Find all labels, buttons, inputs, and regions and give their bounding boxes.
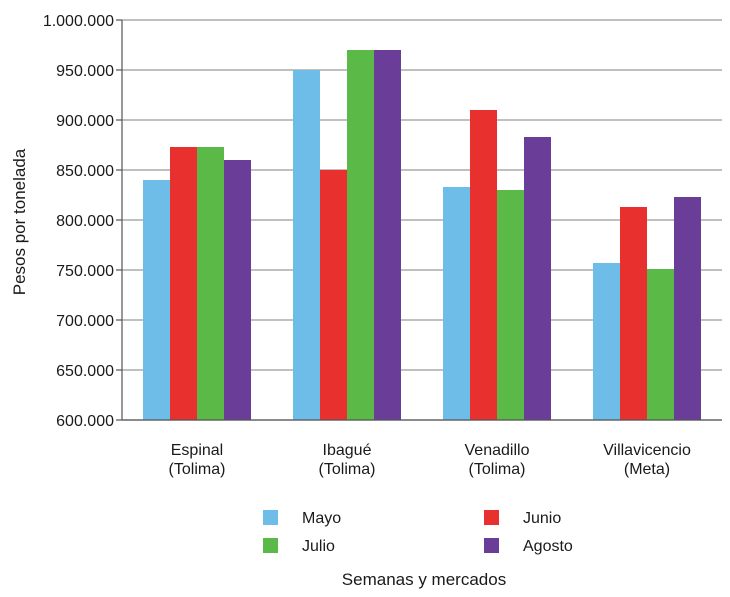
x-axis-ticks: Espinal (Tolima) Ibagué (Tolima) Venadillo (T… [169,442,691,478]
x-tick-label-sub: (Tolima) [169,461,226,478]
bar-junio-2 [320,170,347,420]
legend-swatch-mayo [263,510,278,525]
y-tick-label: 850.000 [56,163,114,180]
bars [143,50,701,420]
legend-swatch-agosto [484,538,499,553]
bar-mayo-1 [143,180,170,420]
bar-julio-4 [647,269,674,420]
legend-swatch-julio [263,538,278,553]
bar-junio-1 [170,147,197,420]
x-tick-label: Espinal [171,442,223,459]
y-axis-label: Pesos por tonelada [10,148,29,295]
legend-swatch-junio [484,510,499,525]
bar-agosto-3 [524,137,551,420]
x-tick-label: Ibagué [323,442,372,459]
bar-julio-1 [197,147,224,420]
y-tick-label: 600.000 [56,413,114,430]
y-axis-ticks: 600.000 650.000 700.000 750.000 800.000 850.0… [43,13,122,430]
x-tick-label: Venadillo [465,442,530,459]
bar-mayo-4 [593,263,620,420]
legend-label-agosto: Agosto [523,538,573,555]
axes [121,20,722,421]
y-tick-label: 700.000 [56,313,114,330]
y-tick-label: 950.000 [56,63,114,80]
legend-label-junio: Junio [523,510,561,527]
x-tick-label: Villavicencio [603,442,691,459]
y-tick-label: 750.000 [56,263,114,280]
bar-agosto-2 [374,50,401,420]
bar-agosto-1 [224,160,251,420]
bar-junio-4 [620,207,647,420]
bar-mayo-3 [443,187,470,420]
legend: Mayo Junio Julio Agosto [263,510,573,555]
y-tick-label: 800.000 [56,213,114,230]
x-tick-label-sub: (Tolima) [319,461,376,478]
bar-julio-3 [497,190,524,420]
bar-junio-3 [470,110,497,420]
x-axis-label: Semanas y mercados [342,570,506,589]
y-tick-label: 1.000.000 [43,13,114,30]
legend-label-julio: Julio [302,538,335,555]
x-tick-label-sub: (Meta) [624,461,670,478]
legend-label-mayo: Mayo [302,510,341,527]
y-tick-label: 650.000 [56,363,114,380]
y-tick-label: 900.000 [56,113,114,130]
x-tick-label-sub: (Tolima) [469,461,526,478]
bar-agosto-4 [674,197,701,420]
bar-mayo-2 [293,70,320,420]
bar-julio-2 [347,50,374,420]
